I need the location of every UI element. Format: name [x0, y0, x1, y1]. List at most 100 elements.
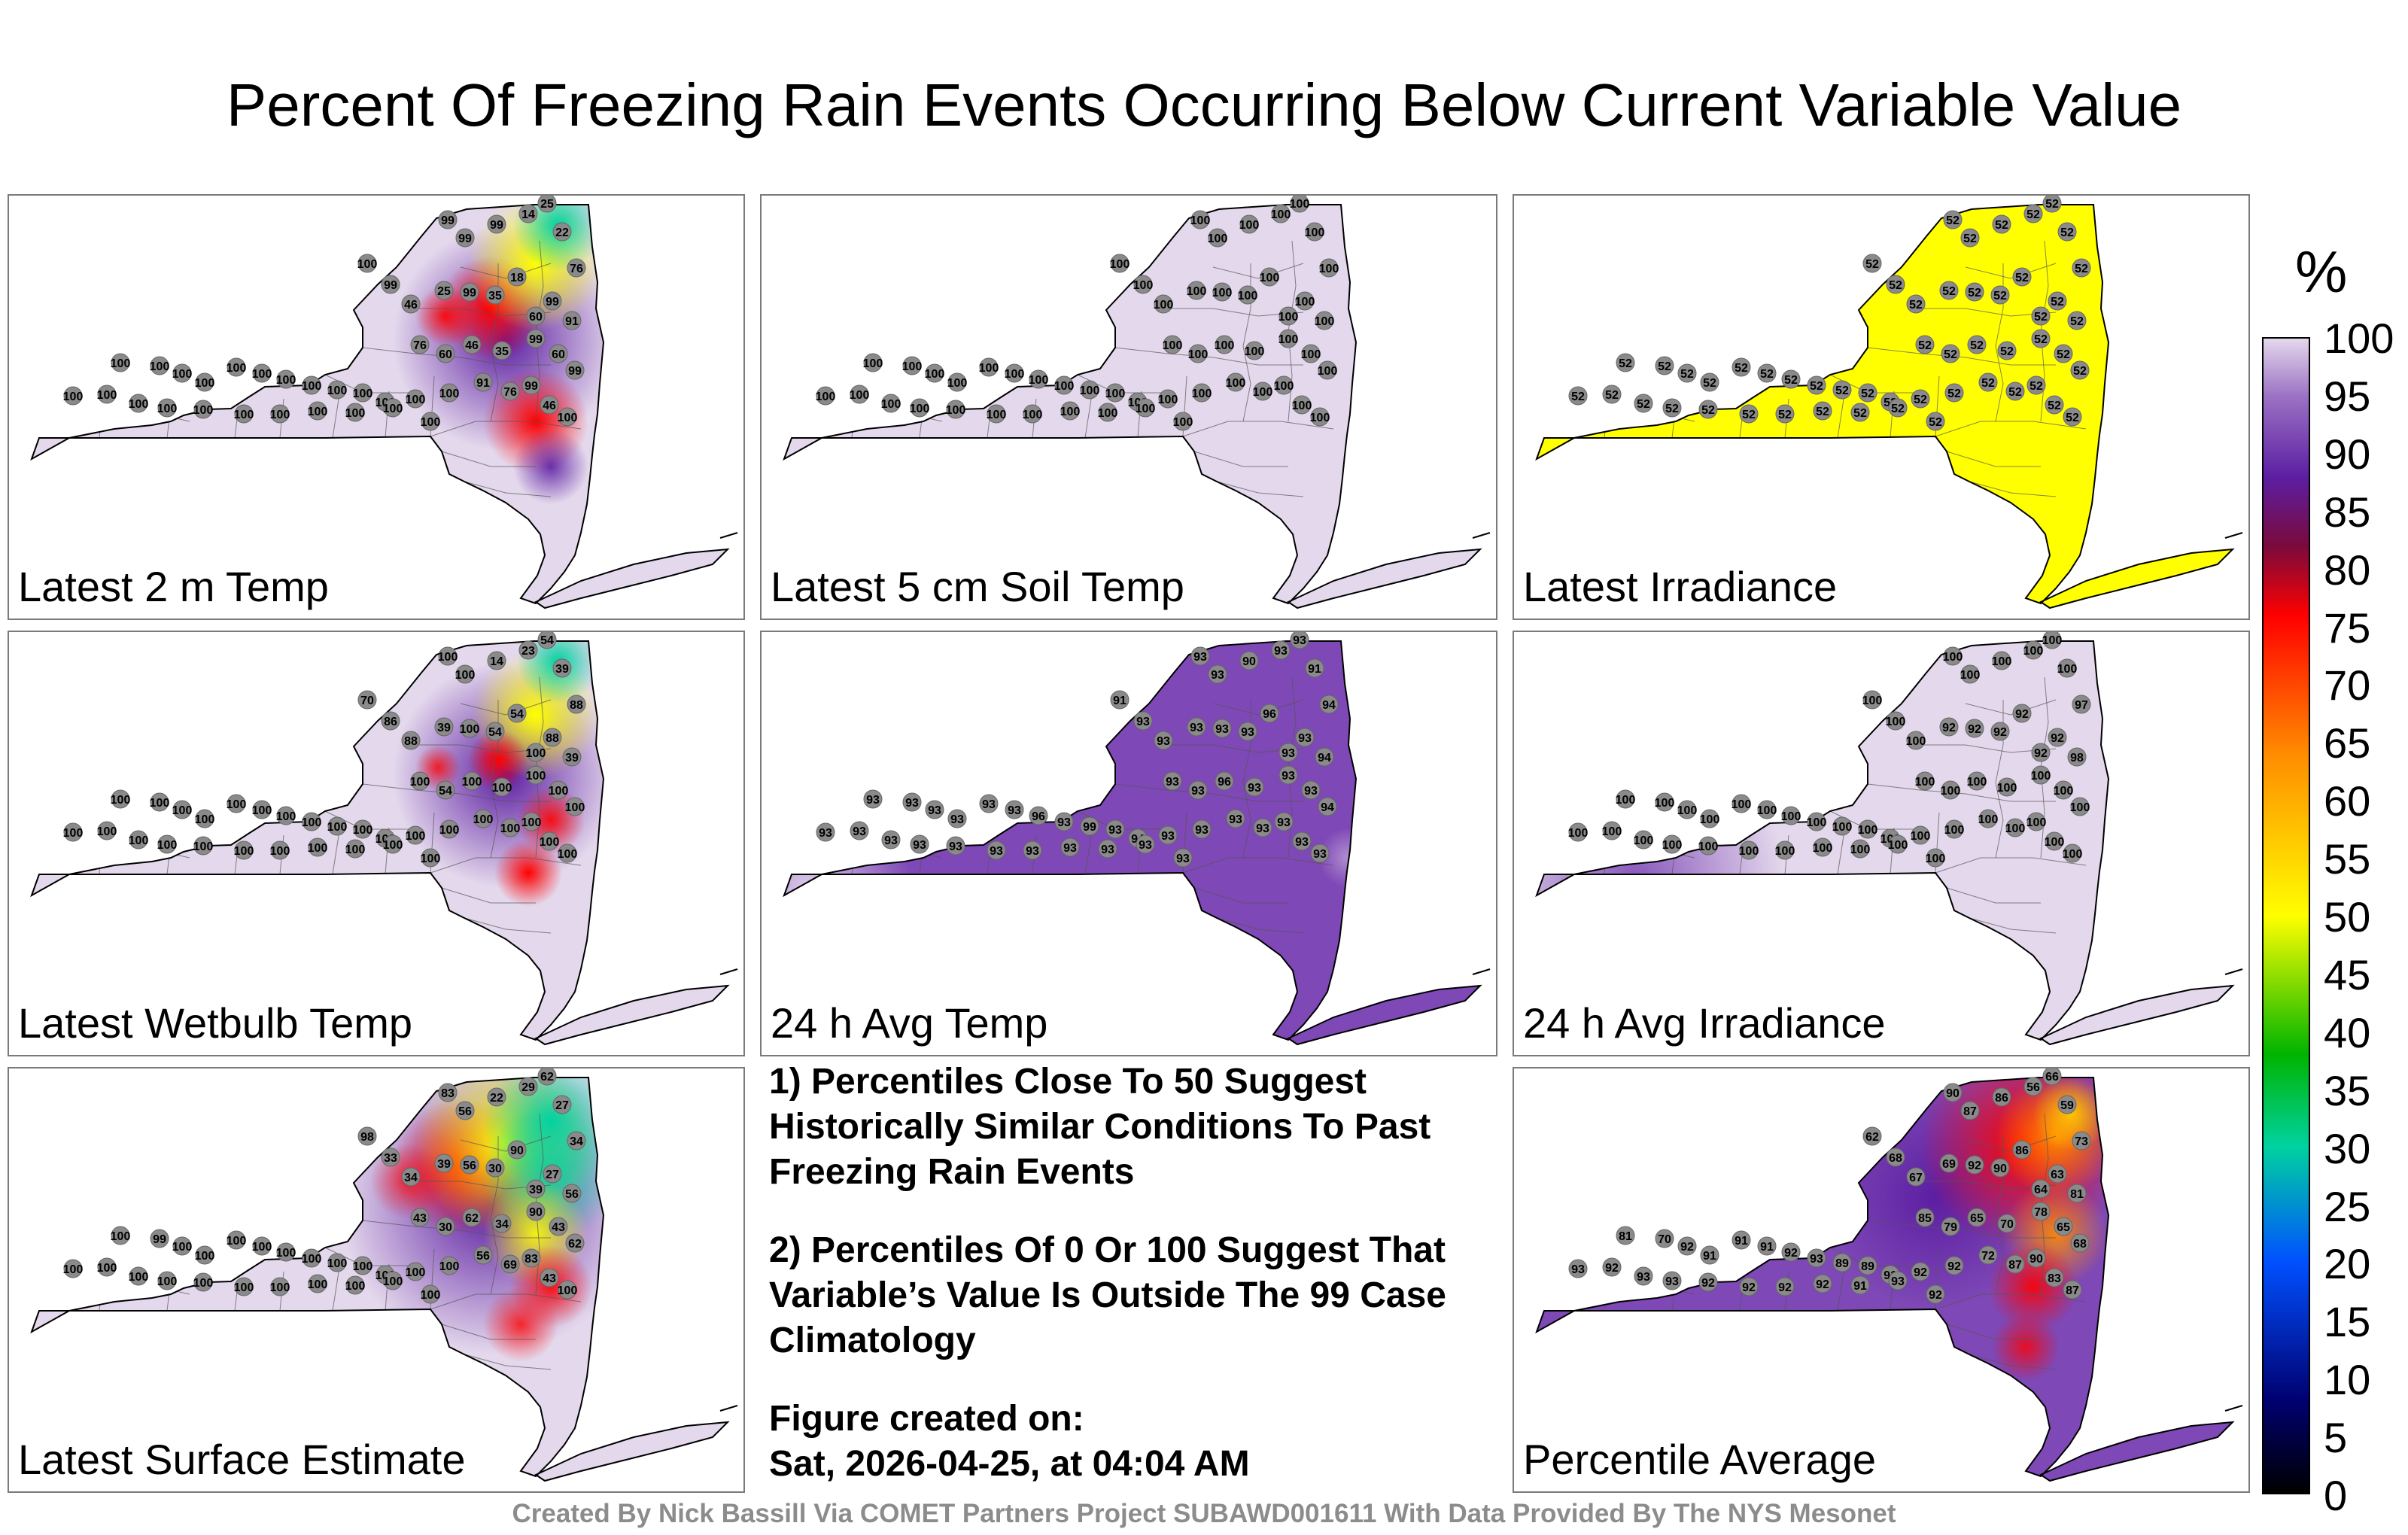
county-boundary	[1867, 1220, 2056, 1239]
station-value: 100	[2063, 848, 2083, 861]
station-value: 93	[1193, 651, 1207, 664]
station-marker: 56	[562, 1184, 582, 1203]
station-marker: 96	[1029, 806, 1048, 825]
county-boundary	[1216, 917, 1304, 934]
station-value: 60	[552, 348, 565, 361]
long-island-outline	[1286, 548, 1482, 609]
station-marker: 100	[406, 1262, 425, 1281]
station-marker: 70	[357, 690, 377, 710]
colorbar-tick-label: 45	[2324, 950, 2371, 999]
station-marker: 100	[1278, 329, 1298, 348]
notes-block: 1) Percentiles Close To 50 Suggest Histo…	[769, 1059, 1507, 1487]
station-value: 90	[510, 1144, 524, 1157]
station-marker: 87	[2005, 1254, 2025, 1274]
station-value: 23	[521, 645, 535, 658]
station-marker: 100	[227, 357, 246, 377]
map-panel-percentile-average: 90 87 86 56 66 59 62 68 67 69 92 90 86 64 63 73 81 85 79 65…	[1513, 1067, 2250, 1493]
station-marker: 52	[2063, 407, 2082, 427]
station-value: 99	[384, 279, 397, 292]
station-marker: 52	[2045, 395, 2064, 415]
station-marker: 100	[353, 1256, 372, 1275]
station-marker: 100	[946, 400, 965, 419]
station-value: 100	[1305, 226, 1325, 239]
station-marker: 100	[1888, 834, 1908, 854]
station-value: 100	[1098, 407, 1118, 420]
station-value: 52	[2057, 348, 2070, 361]
station-value: 93	[1637, 1271, 1650, 1284]
station-marker: 92	[1775, 1277, 1795, 1296]
station-marker: 52	[1941, 344, 1960, 363]
station-value: 100	[308, 1278, 328, 1291]
station-value: 100	[63, 827, 84, 840]
station-value: 52	[2060, 226, 2074, 239]
station-value: 92	[1947, 1260, 1961, 1273]
map-panel-latest-wetbulb-temp: 100 100 14 23 54 39 70 86 88 39 100 54 54 100 88 88 39 10…	[8, 631, 745, 1056]
station-marker: 100	[558, 1280, 577, 1299]
station-value: 100	[1915, 776, 1935, 789]
colorbar-tick-label: 70	[2324, 661, 2371, 710]
station-value: 100	[1301, 348, 1321, 361]
map-panel-latest-surface-estimate: 83 56 22 29 62 27 98 33 34 39 56 30 90 39 27 34 56 43 30 62…	[8, 1067, 745, 1493]
station-value: 100	[129, 1271, 149, 1284]
county-boundary	[1212, 699, 1304, 716]
station-marker: 99	[521, 375, 541, 395]
station-value: 100	[345, 407, 366, 420]
station-value: 100	[850, 389, 870, 402]
panel-label: Latest Wetbulb Temp	[18, 999, 413, 1047]
station-marker: 39	[434, 1154, 454, 1173]
station-value: 52	[1605, 389, 1619, 402]
station-value: 100	[1568, 827, 1589, 840]
station-marker: 86	[1992, 1087, 2011, 1107]
colorbar-tick-label: 80	[2324, 546, 2371, 594]
station-marker: 52	[1862, 254, 1882, 273]
station-value: 52	[1778, 409, 1792, 421]
station-value: 100	[1163, 339, 1183, 352]
station-marker: 93	[1192, 819, 1212, 839]
station-value: 52	[1918, 339, 1932, 352]
island-mark	[2224, 532, 2243, 539]
long-island-outline	[2039, 548, 2235, 609]
note-percentiles-near-50: 1) Percentiles Close To 50 Suggest Histo…	[769, 1062, 1431, 1192]
station-marker: 99	[565, 360, 585, 380]
station-value: 100	[979, 362, 999, 375]
station-value: 52	[1891, 403, 1905, 415]
station-marker: 100	[252, 800, 272, 819]
station-value: 39	[529, 1184, 543, 1196]
station-marker: 100	[2063, 843, 2083, 863]
county-boundary	[441, 887, 536, 904]
station-marker: 76	[567, 258, 586, 278]
station-value: 99	[490, 219, 503, 232]
station-value: 100	[460, 723, 480, 736]
county-boundary	[1867, 783, 2056, 802]
colorbar-tick-label: 50	[2324, 893, 2371, 941]
station-value: 90	[1946, 1087, 1960, 1100]
station-value: 52	[1914, 394, 1927, 406]
station-marker: 93	[1245, 777, 1264, 797]
station-value: 100	[540, 836, 560, 849]
station-marker: 100	[2042, 632, 2062, 649]
station-value: 83	[524, 1253, 538, 1266]
station-marker: 93	[850, 821, 869, 840]
station-value: 100	[1188, 348, 1209, 361]
station-value: 85	[1918, 1212, 1932, 1225]
station-marker: 60	[436, 344, 455, 363]
station-marker: 92	[1677, 1236, 1697, 1256]
station-value: 100	[1850, 843, 1871, 856]
station-marker: 100	[1911, 825, 1930, 845]
station-marker: 87	[1960, 1101, 1980, 1120]
station-value: 100	[521, 816, 542, 829]
station-marker: 52	[1965, 282, 1984, 302]
station-marker: 100	[1226, 372, 1245, 392]
station-value: 30	[488, 1163, 502, 1175]
station-marker: 59	[2057, 1095, 2077, 1114]
station-value: 54	[439, 785, 452, 798]
station-marker: 52	[1943, 210, 1963, 229]
station-marker: 100	[406, 825, 425, 845]
station-marker: 100	[1173, 412, 1193, 431]
station-marker: 100	[1105, 383, 1125, 403]
station-value: 99	[568, 365, 582, 378]
colorbar-tick-label: 15	[2324, 1298, 2371, 1346]
station-value: 100	[1208, 233, 1228, 245]
station-value: 98	[360, 1131, 374, 1144]
